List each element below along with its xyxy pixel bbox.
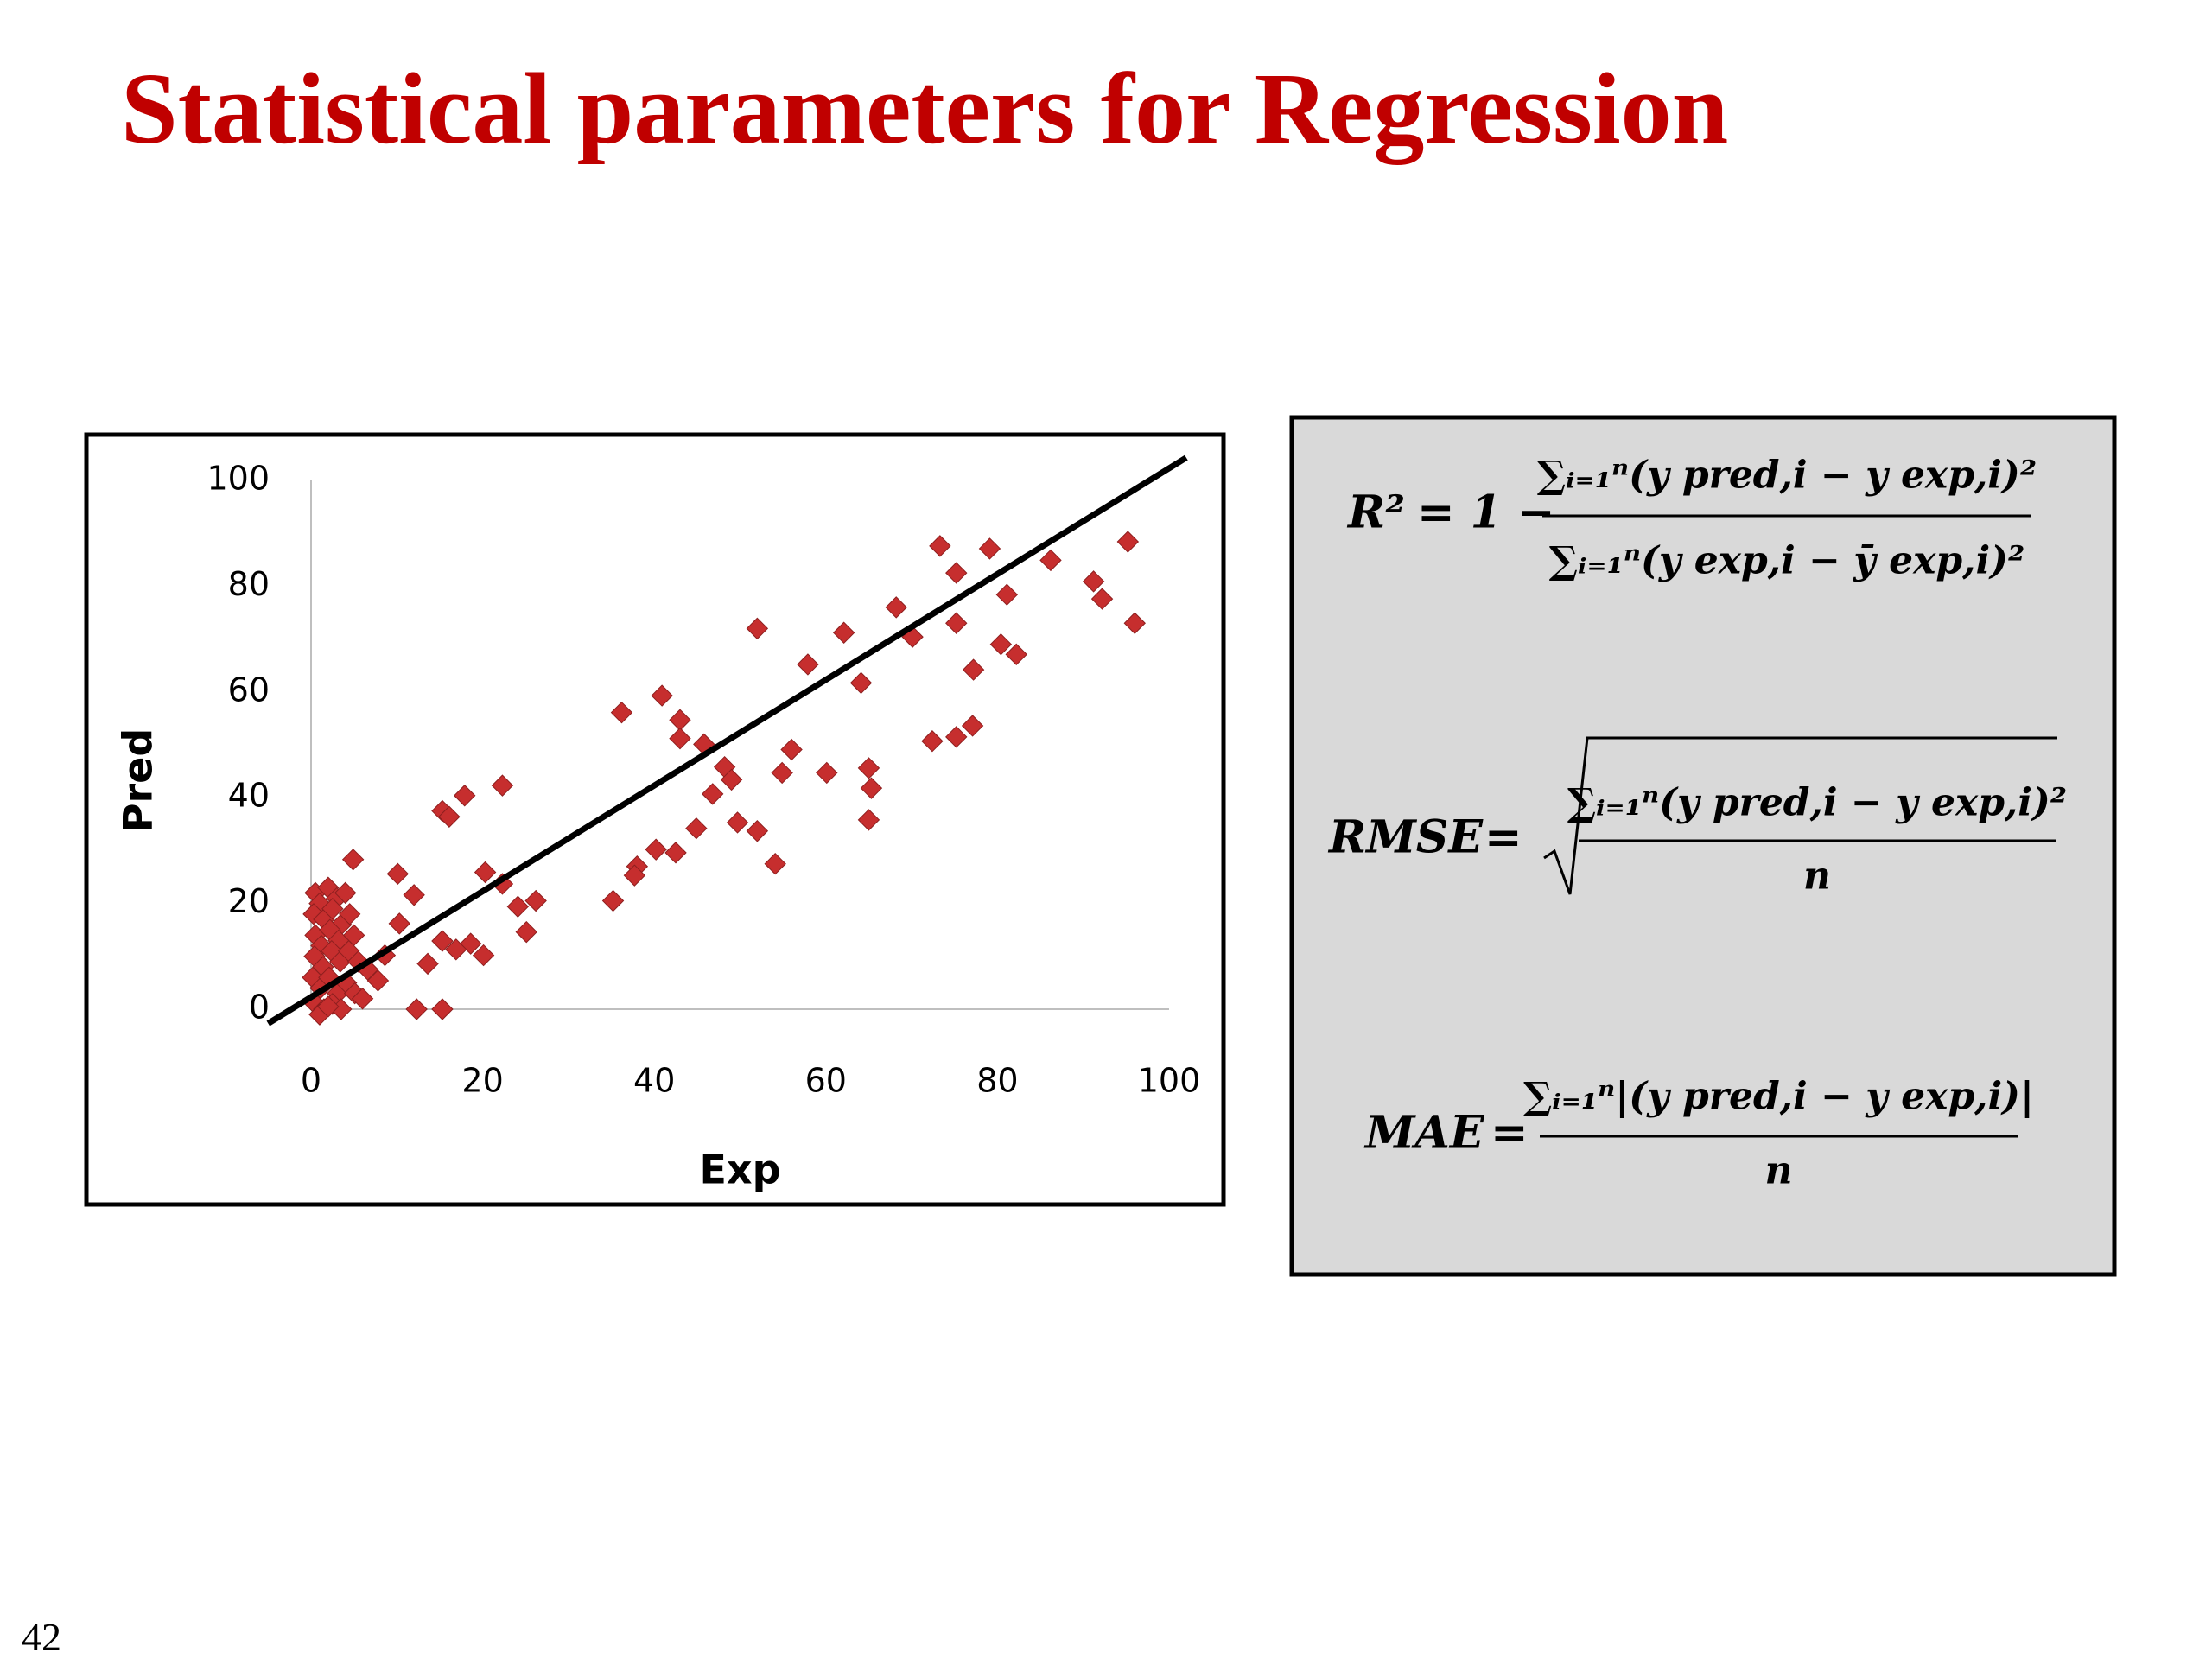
data-point xyxy=(1005,643,1027,666)
data-point xyxy=(338,903,361,925)
formula-box xyxy=(1289,415,2117,1277)
y-tick-label: 80 xyxy=(228,565,270,603)
data-point xyxy=(685,817,708,840)
x-tick-label: 80 xyxy=(976,1062,1018,1100)
data-point xyxy=(720,768,743,791)
slide-title: Statistical parameters for Regression xyxy=(121,52,1728,165)
data-point xyxy=(491,774,514,797)
formula-numerator: ∑ᵢ₌₁ⁿ(y pred,i − y exp,i)² xyxy=(1567,781,2067,825)
formula-lhs: MAE xyxy=(1363,1107,1485,1160)
data-point xyxy=(945,726,968,748)
data-point xyxy=(929,535,951,557)
data-point xyxy=(832,621,855,644)
data-point xyxy=(645,838,667,861)
data-point xyxy=(664,842,687,864)
data-point xyxy=(351,988,374,1010)
x-tick-label: 40 xyxy=(633,1062,675,1100)
data-point xyxy=(726,811,749,834)
data-point xyxy=(431,930,454,952)
chart: 0 20 40 60 80 100 0 20 40 60 80 100 Exp Pred xyxy=(115,454,1201,1193)
data-point xyxy=(945,562,968,584)
data-point xyxy=(474,861,497,884)
data-point xyxy=(506,895,530,918)
data-point xyxy=(860,777,883,799)
data-point xyxy=(962,658,985,681)
y-tick-label: 60 xyxy=(228,671,270,709)
x-tick-label: 60 xyxy=(805,1062,847,1100)
data-point xyxy=(405,998,428,1020)
data-point xyxy=(416,952,439,976)
data-point xyxy=(321,898,344,920)
data-point xyxy=(764,852,786,875)
data-point xyxy=(341,849,365,871)
data-point xyxy=(610,701,633,724)
data-point xyxy=(1082,570,1105,593)
data-point xyxy=(816,761,838,785)
formula-numerator: ∑ᵢ₌₁ⁿ(y pred,i − y exp,i)² xyxy=(1537,454,2037,498)
data-point xyxy=(857,809,880,831)
data-point xyxy=(780,738,803,761)
data-point xyxy=(1123,612,1146,634)
formula-denominator: n xyxy=(1765,1149,1793,1193)
formula-lhs: RMSE xyxy=(1327,811,1484,864)
trendline xyxy=(266,454,1188,1027)
data-point xyxy=(702,783,724,805)
data-point xyxy=(945,612,968,634)
x-tick-label: 0 xyxy=(301,1062,321,1100)
formula-lhs: R² xyxy=(1346,486,1405,539)
data-point xyxy=(1039,549,1062,572)
formula-numerator: ∑ᵢ₌₁ⁿ|(y pred,i − y exp,i)| xyxy=(1523,1075,2034,1119)
formula-operator: = xyxy=(1491,1107,1529,1160)
data-point xyxy=(1090,588,1114,610)
page-number: 42 xyxy=(22,1615,61,1659)
data-point xyxy=(746,617,769,640)
formula-denominator: n xyxy=(1803,855,1831,899)
data-point xyxy=(317,995,340,1018)
data-point xyxy=(849,671,873,695)
data-point xyxy=(366,969,390,992)
x-axis-title: Exp xyxy=(699,1147,780,1193)
data-point xyxy=(669,727,691,750)
data-point xyxy=(431,998,454,1020)
data-point xyxy=(989,633,1013,656)
data-point xyxy=(334,881,357,905)
data-point xyxy=(651,684,673,707)
formula-operator: = xyxy=(1484,811,1522,864)
y-tick-label: 0 xyxy=(249,988,270,1027)
data-point xyxy=(921,730,944,753)
data-point xyxy=(857,757,880,779)
data-point xyxy=(961,715,984,737)
data-point xyxy=(388,912,410,935)
data-point xyxy=(454,785,476,807)
data-point xyxy=(978,537,1001,560)
data-point xyxy=(524,889,547,912)
data-point xyxy=(746,820,769,842)
data-point xyxy=(438,805,461,828)
data-point xyxy=(623,864,646,887)
data-point xyxy=(515,920,537,944)
formula-operator: = 1 − xyxy=(1417,486,1555,539)
x-tick-label: 100 xyxy=(1138,1062,1201,1100)
chart-frame xyxy=(84,432,1226,1207)
data-point xyxy=(472,944,495,967)
y-axis-title: Pred xyxy=(115,728,162,833)
data-point xyxy=(601,889,625,912)
data-point xyxy=(797,653,819,676)
data-point xyxy=(771,761,793,785)
data-point xyxy=(1116,531,1140,553)
formulas: R² = 1 −∑ᵢ₌₁ⁿ(y pred,i − y exp,i)²∑ᵢ₌₁ⁿ(y… xyxy=(1327,454,2067,1193)
y-tick-label: 20 xyxy=(228,882,270,920)
data-point xyxy=(885,596,907,619)
x-tick-label: 20 xyxy=(461,1062,503,1100)
data-point xyxy=(445,938,467,961)
y-tick-label: 100 xyxy=(207,460,270,498)
y-tick-label: 40 xyxy=(228,777,270,815)
data-point xyxy=(386,862,410,886)
formula-denominator: ∑ᵢ₌₁ⁿ(y exp,i − ȳ exp,i)² xyxy=(1549,539,2025,583)
data-point xyxy=(995,583,1019,606)
data-point xyxy=(403,884,425,906)
sqrt-sign xyxy=(1543,736,2057,895)
